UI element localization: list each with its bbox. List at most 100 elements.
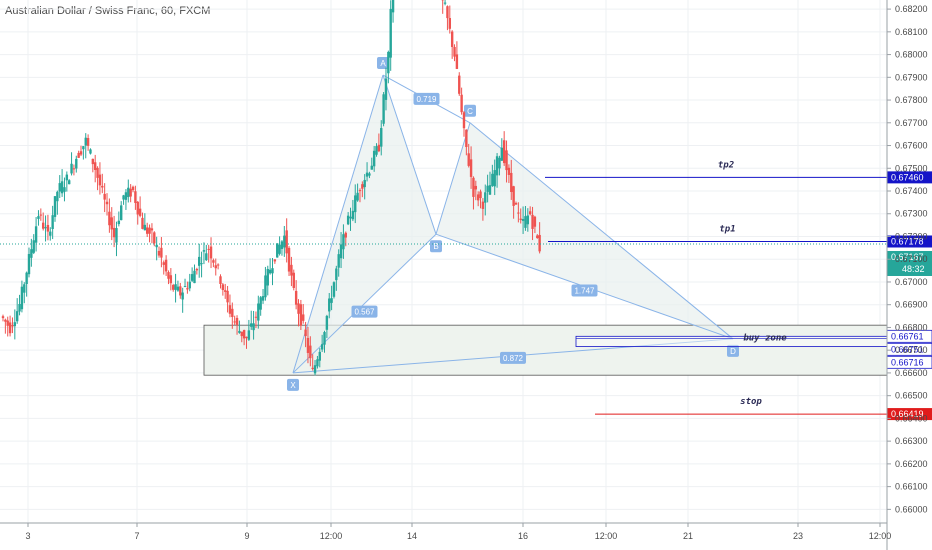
candle <box>356 183 359 202</box>
candle <box>77 150 80 158</box>
candle-body <box>117 220 121 225</box>
y-tick-label: 0.67700 <box>895 118 928 128</box>
candle <box>259 295 262 316</box>
candle <box>510 159 513 200</box>
candle-body <box>25 272 28 284</box>
candle-body <box>82 146 85 150</box>
candle-body <box>351 210 355 220</box>
candle <box>498 155 501 176</box>
candle <box>39 208 43 221</box>
candle <box>387 50 390 84</box>
candle-body <box>134 191 137 203</box>
x-tick-label: 3 <box>25 531 30 541</box>
candle <box>63 177 66 202</box>
price-tag <box>887 235 932 248</box>
candle <box>375 143 378 157</box>
candle-body <box>528 211 532 215</box>
candle-body <box>13 322 17 327</box>
candle <box>458 72 461 96</box>
candle <box>157 246 161 258</box>
level-label: stop <box>740 397 762 407</box>
candle <box>261 288 265 304</box>
candle <box>512 185 515 219</box>
candle <box>252 310 255 340</box>
candle <box>110 207 113 241</box>
candle <box>391 0 395 23</box>
candle-body <box>294 290 298 305</box>
candle-body <box>136 201 139 215</box>
y-tick-label: 0.67200 <box>895 231 928 241</box>
candle-body <box>193 270 196 284</box>
candle-body <box>11 325 14 327</box>
candle-body <box>484 192 487 203</box>
candle <box>67 179 71 185</box>
candle <box>141 212 144 230</box>
candle-body <box>467 153 470 166</box>
candle-body <box>299 304 303 326</box>
candle <box>162 260 165 275</box>
level-stop: stop 0.66419 <box>595 397 932 421</box>
candle <box>89 148 92 155</box>
point-label-bg <box>287 378 299 391</box>
y-tick-label: 0.67400 <box>895 186 928 196</box>
x-tick-label: 7 <box>134 531 139 541</box>
candle <box>117 211 121 227</box>
y-tick-label: 0.66500 <box>895 391 928 401</box>
candle-body <box>250 323 253 327</box>
candle <box>358 188 362 203</box>
candle-body <box>60 181 64 194</box>
candle <box>290 256 293 287</box>
candle-body <box>292 272 295 288</box>
candle <box>250 310 253 330</box>
y-tick-label: 0.66000 <box>895 504 928 514</box>
candle <box>361 181 364 198</box>
price-axis[interactable]: 0.66000 0.66100 0.66200 0.66300 0.66400 0.665… <box>886 0 928 550</box>
candle-body <box>306 337 310 353</box>
candle <box>372 145 376 172</box>
candle <box>484 184 487 216</box>
candle-body <box>387 51 390 74</box>
candle <box>155 236 158 261</box>
candle-body <box>214 265 217 269</box>
candle <box>292 269 295 291</box>
candle <box>150 223 154 244</box>
candle <box>65 171 69 192</box>
candle-body <box>273 259 277 262</box>
candle <box>127 179 130 203</box>
candle-body <box>6 320 9 326</box>
candle <box>186 281 189 294</box>
candle-body <box>198 256 201 266</box>
candle <box>505 140 508 183</box>
candle <box>96 166 99 191</box>
candles-layer <box>1 0 541 376</box>
candle-body <box>56 191 59 202</box>
buy-zone-tag: 0.66716 <box>886 355 932 369</box>
y-tick-label: 0.66100 <box>895 482 928 492</box>
candle <box>136 201 139 225</box>
y-tick-label: 0.67300 <box>895 209 928 219</box>
candle <box>242 329 246 346</box>
point-label-text: A <box>380 59 386 68</box>
candle-body <box>63 187 66 192</box>
candle <box>474 180 478 201</box>
candle-body <box>380 128 383 147</box>
current-price-text: 0.67167 <box>891 252 924 262</box>
candle-body <box>252 323 255 331</box>
candle-body <box>521 219 525 221</box>
candle-body <box>53 196 57 217</box>
candle <box>304 321 307 348</box>
candle-body <box>138 208 142 216</box>
point-label-d: D <box>727 344 739 357</box>
y-tick-label: 0.67800 <box>895 95 928 105</box>
y-tick-label: 0.66800 <box>895 322 928 332</box>
candle <box>167 270 170 285</box>
candle-body <box>167 272 170 279</box>
candle-body <box>370 165 373 170</box>
price-tag <box>887 171 932 184</box>
candle <box>200 251 203 278</box>
candle-body <box>242 330 246 339</box>
time-axis[interactable]: 3 7 9 12:00 14 16 12:00 21 23 12:00 <box>0 522 891 541</box>
candle <box>377 133 381 153</box>
point-label-bg <box>727 344 739 357</box>
